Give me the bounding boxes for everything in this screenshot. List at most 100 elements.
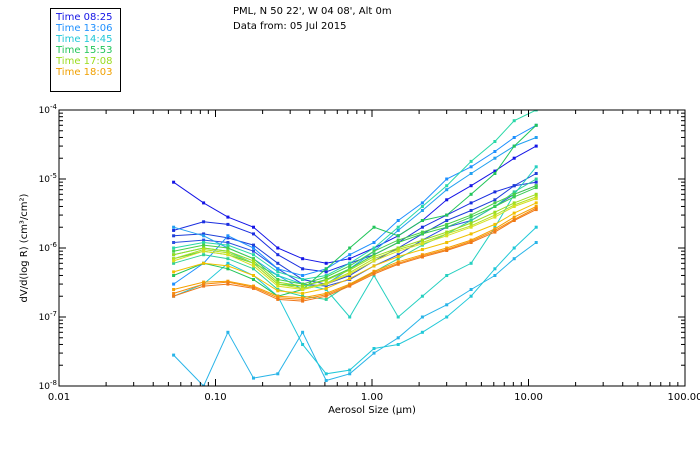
data-point (202, 253, 206, 257)
data-point (252, 257, 255, 261)
data-point (512, 257, 516, 261)
data-point (348, 272, 352, 276)
data-point (324, 267, 328, 271)
data-point (301, 278, 305, 281)
data-point (172, 261, 176, 265)
data-point (348, 246, 352, 250)
data-point (348, 284, 352, 288)
data-point (276, 294, 280, 298)
data-point (445, 315, 449, 319)
data-point (226, 280, 230, 284)
data-point (396, 225, 400, 229)
data-point (324, 379, 328, 382)
data-point (512, 156, 516, 160)
data-point (534, 225, 538, 229)
series-line (173, 145, 537, 264)
data-point (226, 257, 230, 261)
series-line (173, 206, 537, 299)
data-point (512, 190, 516, 194)
data-point (172, 259, 176, 263)
data-point (493, 190, 497, 194)
data-point (445, 219, 449, 222)
data-point (445, 234, 449, 238)
data-point (202, 280, 206, 284)
data-point (420, 232, 424, 236)
data-point (534, 144, 538, 148)
data-point (348, 368, 352, 372)
data-point (512, 192, 516, 196)
data-point (493, 198, 497, 202)
legend-entry: Time 14:45 (56, 34, 113, 45)
data-point (252, 278, 255, 281)
data-point (301, 267, 305, 271)
data-point (469, 215, 473, 219)
data-point (226, 267, 230, 271)
data-point (276, 289, 280, 293)
data-point (493, 210, 497, 214)
data-point (493, 201, 497, 205)
data-point (172, 225, 176, 229)
data-point (469, 192, 473, 196)
data-point (420, 294, 424, 298)
data-point (276, 372, 280, 376)
data-point (493, 222, 497, 226)
data-point (420, 225, 424, 229)
data-point (512, 201, 516, 205)
data-point (445, 188, 449, 192)
data-point (534, 136, 538, 139)
data-point (226, 246, 230, 250)
series-line (173, 124, 537, 285)
series-line (173, 185, 537, 285)
x-tick-label: 0.10 (204, 392, 226, 403)
series-line (173, 207, 537, 300)
data-point (276, 278, 280, 281)
data-point (534, 208, 538, 212)
data-point (469, 241, 473, 244)
data-point (301, 284, 305, 288)
data-point (202, 241, 206, 244)
data-point (512, 205, 516, 208)
data-point (493, 227, 497, 231)
data-point (493, 172, 497, 175)
data-point (202, 284, 206, 288)
data-point (469, 219, 473, 222)
data-point (396, 248, 400, 251)
data-point (534, 172, 538, 175)
data-point (202, 282, 206, 286)
data-point (493, 215, 497, 219)
data-point (372, 264, 376, 268)
data-point (226, 253, 230, 257)
data-point (276, 284, 280, 288)
data-point (534, 110, 538, 112)
data-point (493, 169, 497, 173)
data-point (469, 261, 473, 265)
data-point (252, 261, 255, 265)
data-point (512, 136, 516, 139)
data-point (445, 274, 449, 277)
data-point (252, 253, 255, 257)
data-point (252, 246, 255, 250)
data-point (534, 177, 538, 181)
data-point (172, 246, 176, 250)
x-tick-label: 1.00 (361, 392, 383, 403)
data-point (372, 225, 376, 229)
data-point (372, 351, 376, 355)
data-point (493, 225, 497, 229)
data-point (252, 267, 255, 271)
data-date: Data from: 05 Jul 2015 (233, 21, 347, 32)
data-point (396, 234, 400, 238)
data-point (324, 278, 328, 282)
data-point (202, 249, 206, 253)
data-point (172, 270, 176, 274)
site-title: PML, N 50 22', W 04 08', Alt 0m (233, 6, 392, 17)
data-point (348, 261, 352, 265)
data-point (372, 241, 376, 244)
data-point (301, 288, 305, 291)
data-point (469, 172, 473, 175)
data-point (324, 282, 328, 286)
x-axis-label: Aerosol Size (μm) (328, 405, 416, 416)
y-tick-label: 10-4 (39, 103, 58, 116)
data-point (493, 205, 497, 208)
x-tick-label: 100.00 (668, 392, 700, 403)
